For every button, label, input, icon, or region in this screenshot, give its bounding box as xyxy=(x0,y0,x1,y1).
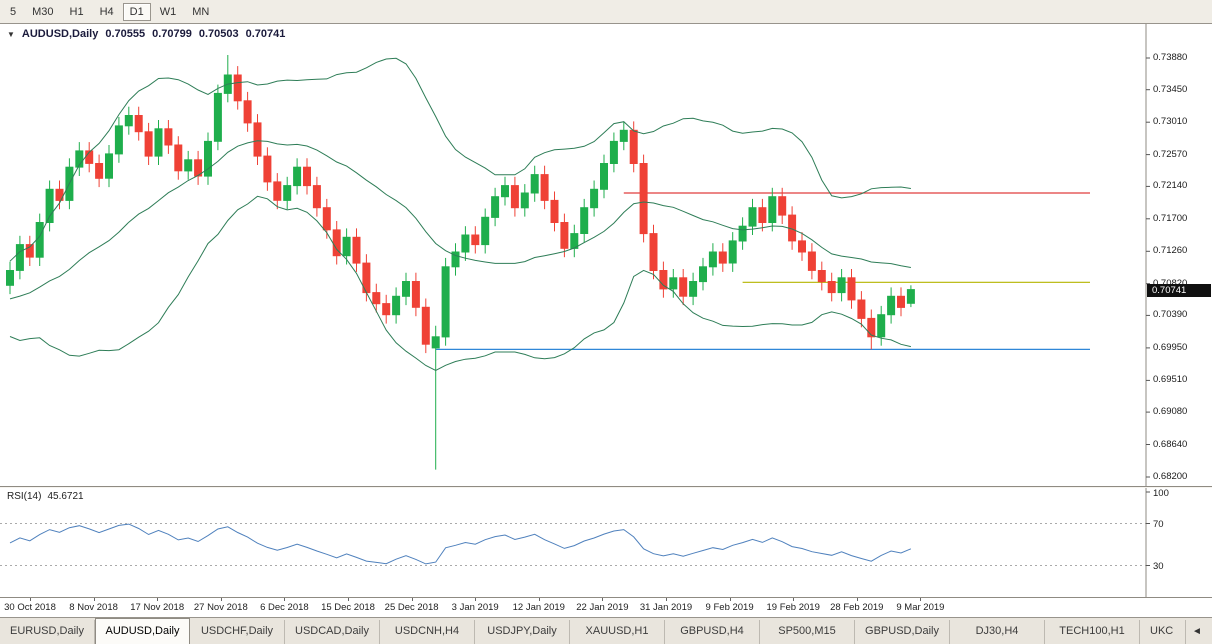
date-tick xyxy=(920,598,922,601)
chart-tab-USDJPY-Daily[interactable]: USDJPY,Daily xyxy=(475,620,570,644)
timeframe-button-M30[interactable]: M30 xyxy=(25,3,60,21)
chart-tab-SP500-M15[interactable]: SP500,M15 xyxy=(760,620,855,644)
chart-tab-UKC[interactable]: UKC xyxy=(1140,620,1186,644)
bollinger-band-lower xyxy=(9,195,912,372)
rsi-axis-label: 100 xyxy=(1153,488,1169,499)
price-axis-label: 0.68640 xyxy=(1153,438,1188,450)
rsi-pane[interactable]: RSI(14) 45.6721 100 70 30 xyxy=(0,488,1212,597)
timeframe-button-MN[interactable]: MN xyxy=(185,3,216,21)
price-axis-label: 0.69950 xyxy=(1153,341,1188,353)
rsi-axis-label: 30 xyxy=(1153,560,1164,572)
chart-tab-EURUSD-Daily[interactable]: EURUSD,Daily xyxy=(0,620,95,644)
price-chart-canvas[interactable] xyxy=(0,24,1212,486)
timeframe-toolbar: 5 M30 H1 H4 D1 W1 MN xyxy=(0,0,1212,24)
date-axis-label: 31 Jan 2019 xyxy=(639,602,693,613)
price-axis-label: 0.70820 xyxy=(1153,278,1209,289)
date-tick xyxy=(666,598,667,601)
date-tick xyxy=(856,598,858,601)
date-axis-label: 28 Feb 2019 xyxy=(830,602,884,613)
chart-tab-GBPUSD-Daily[interactable]: GBPUSD,Daily xyxy=(855,620,950,644)
date-tick xyxy=(220,598,222,601)
date-axis-label: 19 Feb 2019 xyxy=(766,602,820,613)
rsi-axis-label: 70 xyxy=(1153,518,1164,530)
date-tick xyxy=(729,598,731,601)
date-tick xyxy=(284,598,286,601)
timeframe-button-W1[interactable]: W1 xyxy=(153,3,184,21)
rsi-line xyxy=(9,523,912,565)
date-axis-label: 9 Mar 2019 xyxy=(896,602,945,613)
chart-tabs-bar: EURUSD,Daily AUDUSD,Daily USDCHF,Daily USDC… xyxy=(0,617,1212,644)
price-axis-label: 0.71700 xyxy=(1153,212,1188,224)
price-axis-label: 0.69080 xyxy=(1153,406,1188,418)
price-axis-label: 0.73450 xyxy=(1153,83,1188,95)
chart-open-value: 0.70555 xyxy=(105,28,146,40)
price-axis-label: 0.69510 xyxy=(1153,374,1188,386)
chart-tab-GBPUSD-H4[interactable]: GBPUSD,H4 xyxy=(665,620,760,644)
chart-tab-USDCNH-H4[interactable]: USDCNH,H4 xyxy=(380,620,475,644)
price-axis-label: 0.72570 xyxy=(1153,148,1188,160)
chart-tab-TECH100-H1[interactable]: TECH100,H1 xyxy=(1045,620,1140,644)
date-axis-label: 12 Jan 2019 xyxy=(512,602,565,613)
date-tick xyxy=(793,598,795,601)
date-axis-label: 22 Jan 2019 xyxy=(576,602,629,613)
chart-tab-USDCAD-Daily[interactable]: USDCAD,Daily xyxy=(285,620,380,644)
price-axis-label: 0.70390 xyxy=(1153,309,1188,321)
timeframe-button-D1[interactable]: D1 xyxy=(122,2,151,21)
rsi-indicator-name: RSI(14) xyxy=(7,491,42,502)
date-tick xyxy=(602,598,604,601)
rsi-canvas[interactable] xyxy=(0,488,1212,597)
tab-scroll-left-icon[interactable]: ◄ xyxy=(1192,626,1202,637)
timeframe-button-5[interactable]: 5 xyxy=(3,3,23,21)
date-axis-label: 30 Oct 2018 xyxy=(4,602,56,613)
date-tick xyxy=(93,598,95,601)
date-tick xyxy=(411,598,413,601)
price-chart-pane[interactable]: ▼ AUDUSD,Daily 0.70555 0.70799 0.70503 0… xyxy=(0,24,1212,486)
chart-tab-XAUUSD-H1[interactable]: XAUUSD,H1 xyxy=(570,620,665,644)
chart-tab-DJ30-H4[interactable]: DJ30,H4 xyxy=(950,620,1045,644)
chart-dropdown-icon[interactable]: ▼ xyxy=(7,29,15,39)
date-axis-label: 8 Nov 2018 xyxy=(69,602,118,613)
date-axis[interactable]: 30 Oct 2018 8 Nov 2018 17 Nov 2018 27 Nov 2… xyxy=(0,597,1212,617)
price-axis-label: 0.71260 xyxy=(1153,245,1188,257)
price-axis-label: 0.72140 xyxy=(1153,180,1188,192)
price-axis-label: 0.73880 xyxy=(1153,52,1188,63)
current-price-value: 0.70741 xyxy=(1152,285,1187,296)
date-axis-label: 9 Feb 2019 xyxy=(705,602,754,613)
chart-close-value: 0.70741 xyxy=(245,28,286,40)
date-axis-label: 25 Dec 2018 xyxy=(384,602,439,613)
chart-ohlc-readout: ▼ AUDUSD,Daily 0.70555 0.70799 0.70503 0… xyxy=(7,28,285,40)
date-axis-label: 3 Jan 2019 xyxy=(451,602,499,613)
rsi-indicator-readout: RSI(14) 45.6721 xyxy=(7,491,84,502)
bollinger-band-middle xyxy=(9,140,911,300)
price-axis-label: 0.73010 xyxy=(1153,116,1188,128)
pane-divider[interactable] xyxy=(0,486,1212,488)
date-tick xyxy=(30,598,31,601)
rsi-indicator-value: 45.6721 xyxy=(47,491,84,502)
chart-tab-USDCHF-Daily[interactable]: USDCHF,Daily xyxy=(190,620,285,644)
date-axis-label: 6 Dec 2018 xyxy=(260,602,309,613)
date-tick xyxy=(475,598,477,601)
chart-tab-AUDUSD-Daily[interactable]: AUDUSD,Daily xyxy=(95,618,190,644)
current-price-tag: 0.70741 xyxy=(1147,284,1211,297)
date-axis-label: 17 Nov 2018 xyxy=(130,602,185,613)
date-tick xyxy=(538,598,540,601)
date-axis-label: 15 Dec 2018 xyxy=(321,602,375,613)
chart-low-value: 0.70503 xyxy=(198,28,239,40)
timeframe-button-H4[interactable]: H4 xyxy=(93,3,121,21)
date-tick xyxy=(348,598,349,601)
chart-symbol-label: AUDUSD,Daily xyxy=(21,28,99,40)
price-axis-label: 0.68200 xyxy=(1153,471,1188,482)
date-tick xyxy=(157,598,159,601)
bollinger-band-upper xyxy=(9,57,911,262)
chart-high-value: 0.70799 xyxy=(152,28,192,40)
timeframe-button-H1[interactable]: H1 xyxy=(63,3,91,21)
date-axis-label: 27 Nov 2018 xyxy=(193,602,248,613)
